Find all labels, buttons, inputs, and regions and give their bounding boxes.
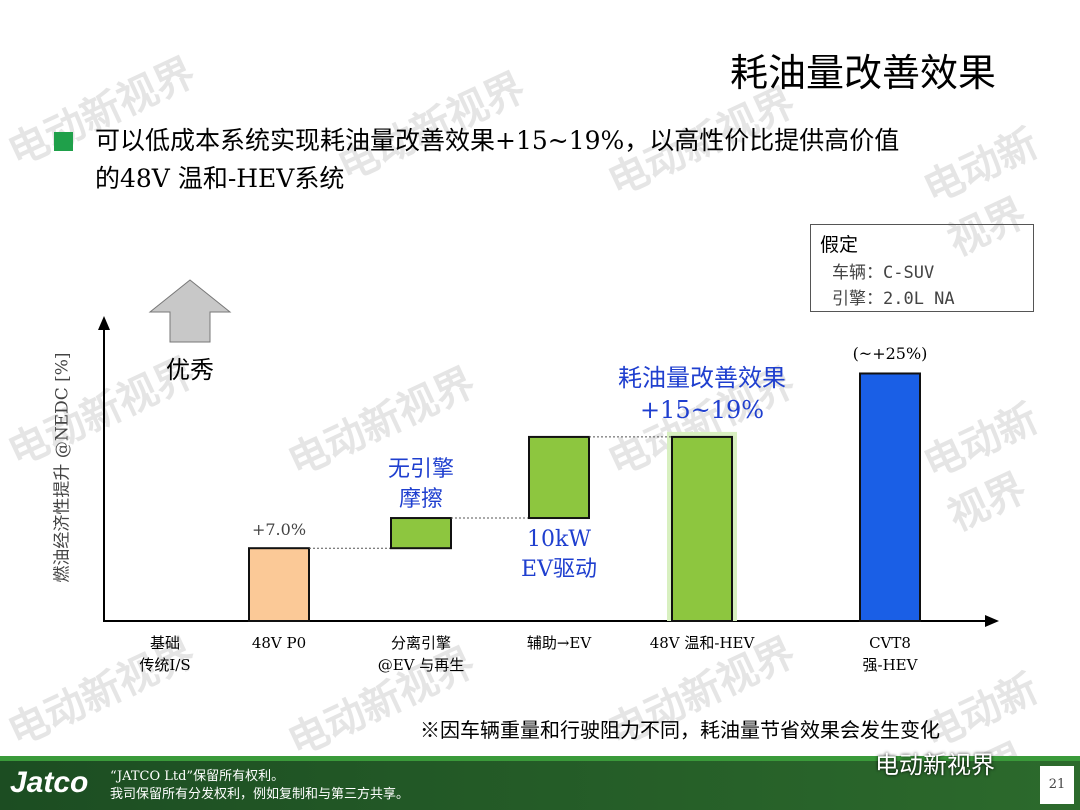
footer-rights: “JATCO Ltd”保留所有权利。 我司保留所有分发权利，例如复制和与第三方共… [110, 769, 410, 802]
value-label: +7.0% [251, 520, 307, 540]
annotation: 10kW EV驱动 [521, 527, 597, 582]
bar [671, 435, 733, 623]
bar [859, 372, 921, 623]
footer-bar [0, 761, 1080, 810]
title: 耗油量改善效果 [730, 51, 997, 95]
y-axis-label: 燃油经济性提升 @NEDC [%] [52, 352, 73, 583]
footer-watermark: 电动新视界 [875, 751, 995, 779]
x-tick-label: 基础 传统I/S [139, 634, 191, 674]
x-tick-label: CVT8 强-HEV [862, 634, 918, 674]
annotation: 耗油量改善效果 +15~19% [618, 364, 786, 424]
footnote: ※因车辆重量和行驶阻力不同，耗油量节省效果会发生变化 [420, 718, 940, 742]
x-tick-label: 48V 温和-HEV [649, 634, 755, 652]
assumption-box [810, 224, 1034, 312]
x-tick-label: 辅助→EV [526, 634, 592, 652]
page-number: 21 [1040, 766, 1074, 804]
annotation: (~+25%) [852, 344, 928, 363]
better-arrow [148, 279, 232, 343]
y-axis-arrow [98, 316, 110, 330]
assumption-line: 引擎：2.0L NA [832, 289, 955, 309]
bar [248, 547, 310, 623]
bar [390, 517, 452, 550]
assumption-heading: 假定 [820, 234, 859, 256]
better-label: 优秀 [166, 356, 214, 384]
bullet-square [54, 132, 73, 151]
assumption-line: 车辆：C-SUV [832, 263, 935, 283]
x-tick-label: 分离引擎 @EV 与再生 [377, 634, 465, 674]
x-axis-arrow [985, 615, 999, 627]
footer-stripe [0, 756, 1080, 761]
bullet-text: 可以低成本系统实现耗油量改善效果+15~19%，以高性价比提供高价值 的48V … [95, 126, 900, 193]
x-tick-label: 48V P0 [251, 634, 307, 652]
annotation: 无引擎 摩擦 [387, 457, 454, 512]
footer-logo: Jatco [10, 766, 89, 799]
bar [528, 435, 590, 520]
